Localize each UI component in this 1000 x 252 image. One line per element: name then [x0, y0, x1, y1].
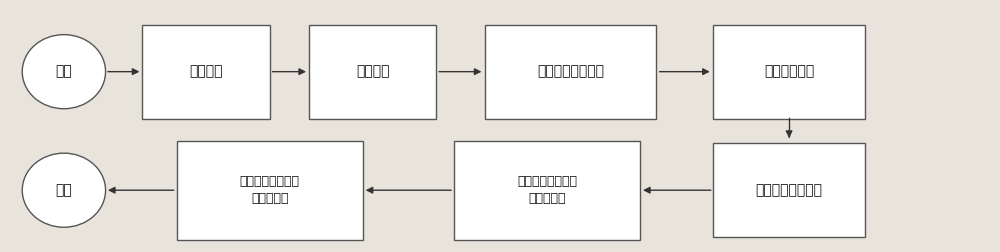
Ellipse shape	[22, 153, 106, 227]
Text: 结束: 结束	[56, 183, 72, 197]
Text: 提取三类边缘: 提取三类边缘	[764, 65, 814, 79]
Bar	[713, 143, 865, 237]
Text: 判断重叠目标的前
后位置关系: 判断重叠目标的前 后位置关系	[517, 175, 577, 205]
Ellipse shape	[22, 35, 106, 109]
Text: 图像分割: 图像分割	[356, 65, 389, 79]
Bar	[142, 25, 270, 119]
Text: 图像分割: 图像分割	[189, 65, 223, 79]
Bar	[454, 141, 640, 240]
Text: 同态滤波图像增强: 同态滤波图像增强	[537, 65, 604, 79]
Bar	[177, 141, 363, 240]
Text: 开始: 开始	[56, 65, 72, 79]
Text: 对未被遮挡果实进
行目标重建: 对未被遮挡果实进 行目标重建	[240, 175, 300, 205]
Bar	[309, 25, 436, 119]
Text: 重叠边缘直线拟合: 重叠边缘直线拟合	[756, 183, 823, 197]
Bar	[485, 25, 656, 119]
Bar	[713, 25, 865, 119]
